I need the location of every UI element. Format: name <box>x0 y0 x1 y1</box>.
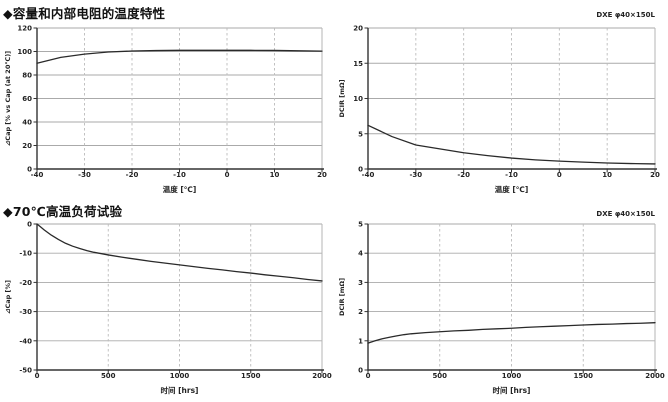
y-tick-label: 0 <box>358 367 363 375</box>
y-tick-label: 5 <box>358 221 363 229</box>
y-tick-label: 20 <box>353 25 363 33</box>
x-tick-label: 0 <box>557 171 562 179</box>
model-label-top: DXE φ40×150L <box>596 11 655 19</box>
chart-dcir-vs-temperature: 0 5 10 15 20 -40 -30 -20 -10 0 10 20 温度 [℃] DCIR [mΩ] <box>334 22 668 200</box>
chart-cap-vs-time: -50 -40 -30 -20 -10 0 0 500 1000 1500 2000 时间 [hrs]… <box>0 220 334 402</box>
x-tick-label: -10 <box>173 171 186 179</box>
y-tick-label: -50 <box>19 367 32 375</box>
x-tick-label: 0 <box>225 171 230 179</box>
y-axis-label: DCIR [mΩ] <box>338 79 346 117</box>
y-tick-label: 0 <box>358 166 363 174</box>
y-tick-label: 20 <box>22 142 32 150</box>
x-axis-label: 时间 [hrs] <box>161 385 199 395</box>
chart-cap-vs-temperature: 0 20 40 60 80 100 120 -40 -30 -20 -10 0 10 20 温度 [℃] ⊿C… <box>0 22 334 200</box>
y-tick-label: 4 <box>358 250 363 258</box>
x-tick-label: 0 <box>35 372 40 380</box>
chart-canvas-cap-vs-temperature: 0 20 40 60 80 100 120 -40 -30 -20 -10 0 10 20 温度 [℃] ⊿C… <box>4 25 327 195</box>
chart-canvas-cap-vs-time-70c: -50 -40 -30 -20 -10 0 0 500 1000 1500 2000 时间 [hrs]… <box>4 221 332 396</box>
chart-dcir-vs-time: 0 1 2 3 4 5 0 500 1000 1500 2000 时间 [hrs] DCIR [mΩ] <box>334 220 668 402</box>
x-tick-label: 20 <box>317 171 327 179</box>
x-tick-label: 2000 <box>645 372 665 380</box>
y-tick-label: 5 <box>358 130 363 138</box>
series-line-DCIR <box>367 124 656 165</box>
y-tick-label: 120 <box>17 25 32 33</box>
x-tick-label: -30 <box>410 171 423 179</box>
x-tick-label: 2000 <box>312 372 332 380</box>
y-tick-label: 0 <box>27 221 32 229</box>
x-tick-label: 0 <box>366 372 371 380</box>
section2-title: ◆70℃高温负荷试验 <box>3 204 123 219</box>
y-axis-label: ⊿Cap [% vs Cap (at 20℃)] <box>4 51 12 146</box>
x-tick-label: 1500 <box>574 372 594 380</box>
y-tick-label: 60 <box>22 95 32 103</box>
y-tick-label: 10 <box>353 95 363 103</box>
x-axis-label: 温度 [℃] <box>495 184 529 194</box>
y-tick-label: 2 <box>358 308 363 316</box>
y-tick-label: -30 <box>19 308 32 316</box>
y-tick-label: 40 <box>22 119 32 127</box>
y-tick-label: -10 <box>19 250 32 258</box>
x-tick-label: 10 <box>602 171 612 179</box>
series-line-DCIR <box>367 322 656 344</box>
x-tick-label: -10 <box>505 171 518 179</box>
y-tick-label: 15 <box>353 60 363 68</box>
x-tick-label: -40 <box>31 171 44 179</box>
x-axis-label: 时间 [hrs] <box>493 385 531 395</box>
x-tick-label: -40 <box>362 171 375 179</box>
x-axis-label: 温度 [℃] <box>163 184 197 194</box>
x-tick-label: 500 <box>432 372 447 380</box>
series-line-⊿Cap <box>36 49 323 64</box>
y-axis-label: ⊿Cap [%] <box>4 280 12 314</box>
y-tick-label: 3 <box>358 279 363 287</box>
x-tick-label: -20 <box>457 171 470 179</box>
y-tick-label: 0 <box>27 166 32 174</box>
section1-title: ◆容量和内部电阻的温度特性 <box>3 6 166 21</box>
model-label-bottom: DXE φ40×150L <box>596 210 655 218</box>
series-line-⊿Cap <box>36 223 323 282</box>
x-tick-label: 1000 <box>170 372 190 380</box>
x-tick-label: 1500 <box>241 372 261 380</box>
y-tick-label: -40 <box>19 337 32 345</box>
y-tick-label: 1 <box>358 337 363 345</box>
x-tick-label: -30 <box>78 171 91 179</box>
chart-canvas-dcir-vs-temperature: 0 5 10 15 20 -40 -30 -20 -10 0 10 20 温度 [℃] DCIR [mΩ] <box>338 25 660 195</box>
y-axis-label: DCIR [mΩ] <box>338 278 346 316</box>
x-tick-label: 500 <box>101 372 116 380</box>
x-tick-label: -20 <box>126 171 139 179</box>
x-tick-label: 20 <box>650 171 660 179</box>
x-tick-label: 1000 <box>502 372 522 380</box>
y-tick-label: 100 <box>17 48 32 56</box>
y-tick-label: 80 <box>22 72 32 80</box>
chart-canvas-dcir-vs-time-70c: 0 1 2 3 4 5 0 500 1000 1500 2000 时间 [hrs] DCIR [mΩ] <box>338 221 665 396</box>
x-tick-label: 10 <box>270 171 280 179</box>
y-tick-label: -20 <box>19 279 32 287</box>
